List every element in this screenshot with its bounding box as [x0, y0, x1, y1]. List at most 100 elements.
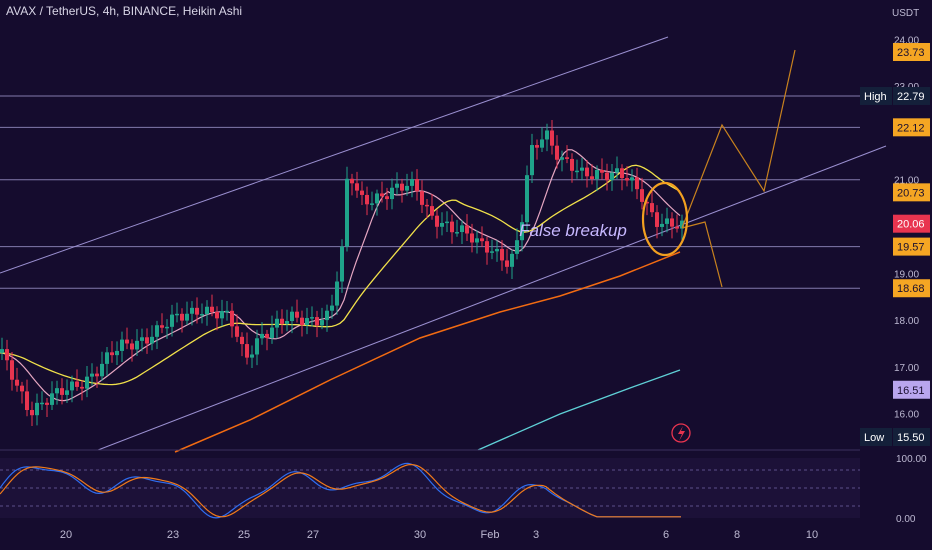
- candle-body-131: [655, 212, 659, 227]
- candle-body-69: [345, 178, 349, 247]
- y-tick-label: 18.00: [894, 316, 919, 327]
- candle-body-45: [225, 310, 229, 313]
- candle-body-93: [465, 225, 469, 234]
- candle-body-120: [600, 169, 604, 173]
- candle-body-5: [25, 391, 29, 411]
- price-label-box: [893, 86, 930, 105]
- price-label-value: 23.73: [897, 47, 925, 59]
- candle-body-62: [310, 317, 314, 319]
- candle-body-68: [340, 246, 344, 282]
- channel-lower-line: [97, 145, 887, 451]
- candle-body-85: [425, 204, 429, 207]
- candle-body-14: [70, 381, 74, 391]
- projection-down-path: [681, 221, 723, 288]
- candle-body-26: [130, 343, 134, 350]
- candle-body-65: [325, 310, 329, 321]
- x-tick-label: Feb: [481, 529, 500, 541]
- x-tick-label: 8: [734, 529, 740, 541]
- annotation-false-breakup: False breakup: [519, 221, 627, 240]
- candle-body-9: [45, 402, 49, 405]
- stochastic-tick-label: 0.00: [896, 514, 916, 525]
- moving-averages: [0, 149, 681, 453]
- projection-up-path: [681, 49, 796, 229]
- candle-body-7: [35, 402, 39, 416]
- candle-body-103: [515, 240, 519, 254]
- candle-body-70: [350, 178, 354, 184]
- candle-body-63: [315, 317, 319, 326]
- candle-body-40: [200, 314, 204, 316]
- candle-body-74: [370, 203, 374, 205]
- stochastic-panel: [0, 449, 860, 519]
- candle-body-0: [0, 349, 4, 353]
- candle-body-8: [40, 402, 44, 405]
- candle-body-130: [650, 203, 654, 213]
- candle-body-121: [605, 172, 609, 181]
- candle-body-56: [280, 318, 284, 324]
- candle-body-109: [545, 130, 549, 140]
- candle-body-116: [580, 167, 584, 171]
- candle-body-28: [140, 337, 144, 341]
- candle-body-89: [445, 221, 449, 224]
- candle-body-136: [680, 220, 684, 229]
- candle-body-61: [305, 318, 309, 325]
- ma-mid-line: [0, 164, 681, 386]
- candle-body-13: [65, 390, 69, 395]
- candle-body-86: [430, 206, 434, 216]
- candle-body-64: [320, 320, 324, 326]
- candle-body-35: [175, 313, 179, 316]
- x-tick-label: 3: [533, 529, 539, 541]
- candle-body-135: [675, 226, 679, 229]
- candle-body-112: [560, 157, 564, 160]
- candle-body-111: [555, 145, 559, 160]
- candle-body-126: [630, 177, 634, 181]
- price-label-value: 20.06: [897, 219, 925, 231]
- candle-body-19: [95, 373, 99, 377]
- candle-body-48: [240, 336, 244, 345]
- candle-body-80: [400, 183, 404, 191]
- candle-body-31: [155, 325, 159, 337]
- candle-body-81: [405, 185, 409, 191]
- candle-body-95: [475, 238, 479, 243]
- price-tag-text: High: [864, 91, 887, 103]
- candle-body-71: [355, 183, 359, 191]
- price-label-value: 19.57: [897, 242, 925, 254]
- candle-body-24: [120, 339, 124, 351]
- candle-body-90: [450, 221, 454, 233]
- candle-body-59: [295, 311, 299, 318]
- candle-body-118: [590, 176, 594, 179]
- candle-body-3: [15, 379, 19, 386]
- candle-body-20: [100, 363, 104, 377]
- candle-body-98: [490, 251, 494, 253]
- price-label-value: 16.51: [897, 385, 925, 397]
- candle-body-15: [75, 381, 79, 387]
- candle-body-104: [520, 222, 524, 241]
- price-label-value: 20.73: [897, 187, 925, 199]
- candle-body-114: [570, 158, 574, 171]
- candle-body-47: [235, 326, 239, 337]
- price-label-box: [893, 214, 930, 233]
- candle-body-22: [110, 352, 114, 356]
- x-tick-label: 6: [663, 529, 669, 541]
- candle-body-43: [215, 311, 219, 319]
- candle-body-77: [385, 196, 389, 200]
- price-label-value: 18.68: [897, 283, 925, 295]
- candle-body-12: [60, 388, 64, 395]
- stochastic-tick-label: 100.00: [896, 454, 927, 465]
- candle-body-129: [645, 201, 649, 204]
- candle-body-123: [615, 168, 619, 173]
- candle-body-101: [505, 260, 509, 267]
- candle-body-88: [440, 222, 444, 227]
- candle-body-134: [670, 218, 674, 227]
- candle-body-124: [620, 168, 624, 179]
- currency-unit: USDT: [892, 8, 920, 19]
- candle-body-127: [635, 177, 639, 190]
- candle-body-78: [390, 187, 394, 200]
- candle-body-60: [300, 317, 304, 325]
- candle-body-30: [150, 336, 154, 344]
- price-label-box: [893, 183, 930, 202]
- candle-body-105: [525, 175, 529, 223]
- price-label-value: 22.12: [897, 122, 925, 134]
- y-tick-label: 17.00: [894, 363, 919, 374]
- candle-body-115: [575, 170, 579, 173]
